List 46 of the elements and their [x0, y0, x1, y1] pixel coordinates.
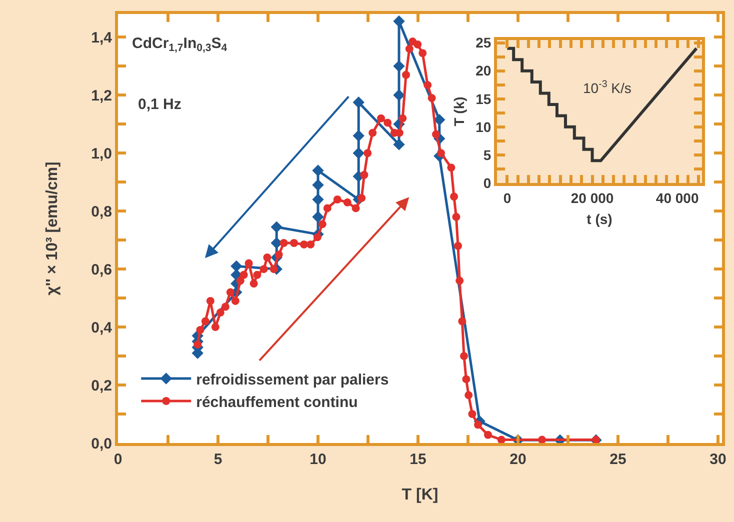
point — [393, 15, 405, 28]
y-tick-label: 0,6 — [91, 261, 112, 278]
y-axis-title: T (k) — [451, 96, 468, 126]
x-tick-label: 40 000 — [656, 190, 699, 206]
y-tick-label: 1,2 — [91, 87, 112, 104]
y-tick-label: 20 — [476, 62, 492, 79]
point — [434, 114, 446, 126]
y-tick-label: 10 — [476, 118, 492, 135]
y-tick-label: 15 — [476, 90, 492, 107]
line-series — [506, 46, 698, 162]
point — [393, 89, 405, 102]
point — [312, 179, 324, 191]
point — [352, 147, 364, 159]
point — [312, 164, 324, 176]
x-tick-label: 20 — [510, 451, 526, 468]
x-tick-label: 20 000 — [570, 190, 614, 206]
y-tick-label: 0,2 — [91, 377, 112, 394]
x-tick-label: 25 — [610, 451, 626, 468]
y-tick-label: 0,4 — [91, 319, 113, 336]
y-tick-label: 0,0 — [91, 435, 112, 452]
annotation: CdCr$_{1,7}$In$_{0,3}$S$_{4}$ — [132, 35, 228, 54]
legend-label: refroidissement par paliers — [196, 371, 389, 388]
y-tick-label: 1,0 — [91, 145, 112, 162]
legend-label: réchauffement continu — [196, 394, 358, 411]
y-tick-label: 25 — [476, 34, 492, 51]
point — [393, 60, 405, 72]
y-tick-label: 0,8 — [91, 203, 112, 220]
x-tick-label: 15 — [410, 451, 426, 468]
x-tick-label: 30 — [710, 451, 726, 468]
x-tick-label: 10 — [310, 451, 326, 468]
y-tick-label: 1,4 — [91, 29, 113, 46]
annotation: 10$^{-3}$ K/s — [583, 79, 632, 96]
y-tick-label: 5 — [483, 146, 492, 163]
point — [352, 96, 364, 108]
point — [393, 138, 405, 150]
point — [270, 221, 282, 233]
point — [312, 194, 324, 206]
y-tick-label: 0 — [483, 174, 492, 191]
annotation: 0,1 Hz — [138, 96, 182, 113]
point — [312, 211, 324, 223]
x-tick-label: 0 — [503, 190, 512, 206]
x-axis-title: t (s) — [586, 211, 612, 228]
x-tick-label: 5 — [214, 451, 222, 468]
x-axis-title: T [K] — [402, 486, 438, 504]
point — [352, 130, 364, 142]
y-axis-title: χ'' × 10³ [emu/cm] — [44, 162, 62, 296]
